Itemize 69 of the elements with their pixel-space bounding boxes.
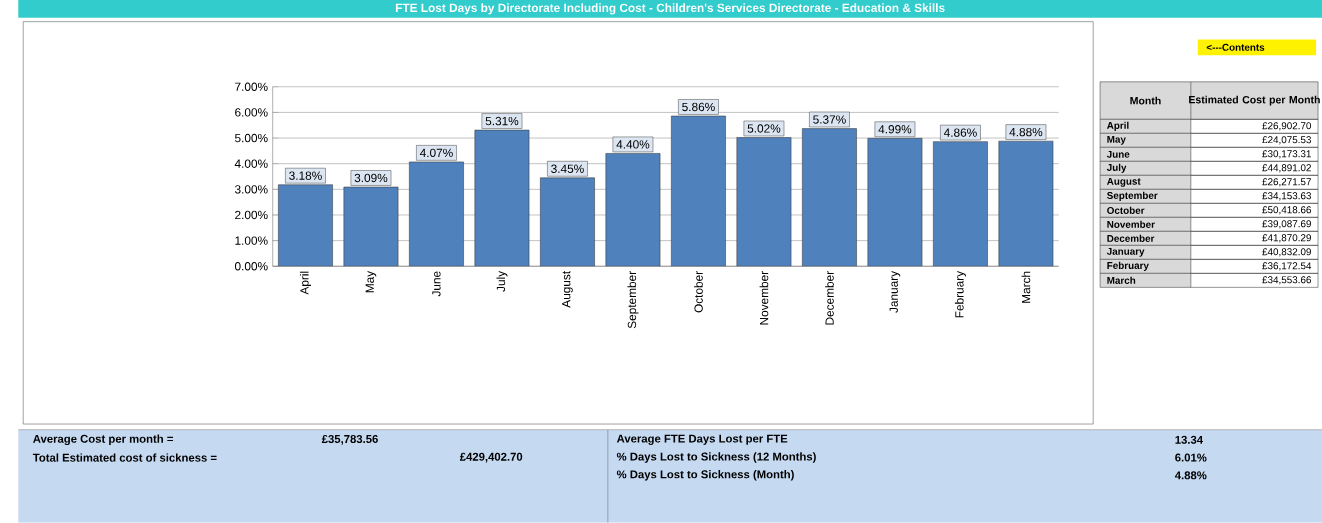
- data-label: 3.45%: [551, 164, 584, 174]
- category-label: September: [1107, 191, 1158, 202]
- y-tick-label: 6.00%: [235, 108, 268, 117]
- text: Month: [1130, 96, 1161, 105]
- y-tick-label: 2.00%: [235, 210, 268, 220]
- x-tick-label: July: [496, 271, 508, 292]
- x-tick-label: December: [825, 271, 834, 325]
- data-label: 5.02%: [747, 124, 781, 133]
- data-label: 4.86%: [943, 128, 977, 137]
- text: £429,402.70: [459, 452, 523, 463]
- x-tick-label: May: [365, 271, 377, 293]
- y-tick-label: 4.00%: [234, 159, 268, 169]
- y-tick-label: 5.00%: [234, 134, 268, 143]
- category-label: June: [1106, 151, 1130, 158]
- y-tick-label: 3.00%: [234, 185, 268, 194]
- x-tick-label: March: [1021, 271, 1031, 303]
- category-label: August: [1106, 178, 1141, 187]
- text: £40,832.09: [1262, 248, 1311, 257]
- text: % Days Lost to Sickness (Month): [616, 470, 794, 481]
- category-label: November: [1107, 220, 1155, 229]
- text: Average FTE Days Lost per FTE: [616, 434, 788, 446]
- data-label: 3.09%: [354, 173, 388, 183]
- category-label: October: [1107, 206, 1145, 215]
- x-tick-label: November: [759, 271, 769, 325]
- text: £24,075.53: [1262, 136, 1311, 145]
- x-tick-label: June: [432, 271, 441, 297]
- text: £34,153.63: [1262, 192, 1311, 201]
- text: £26,902.70: [1262, 122, 1312, 131]
- data-label: 4.40%: [616, 140, 650, 149]
- text: 6.01%: [1175, 453, 1207, 462]
- category-label: December: [1107, 234, 1155, 243]
- text: Average Cost per month =: [33, 434, 173, 446]
- data-label: 4.07%: [419, 148, 453, 158]
- text: £36,172.54: [1262, 262, 1312, 271]
- x-tick-label: September: [627, 271, 639, 329]
- text: £44,891.02: [1262, 164, 1311, 173]
- y-tick-label: 7.00%: [235, 82, 268, 92]
- x-tick-label: August: [562, 271, 573, 308]
- x-tick-label: April: [299, 271, 311, 295]
- text: 13.34: [1175, 435, 1203, 444]
- text: £35,783.56: [321, 435, 378, 445]
- data-label: 4.99%: [878, 125, 912, 134]
- data-label: 5.37%: [813, 115, 846, 124]
- text: Estimated Cost per Month: [1189, 95, 1320, 106]
- data-label: 5.86%: [682, 102, 715, 112]
- y-tick-label: 1.00%: [235, 236, 268, 245]
- text: £30,173.31: [1262, 150, 1311, 159]
- text: £34,553.66: [1262, 276, 1311, 285]
- text: 4.88%: [1174, 471, 1207, 480]
- category-label: July: [1106, 163, 1127, 174]
- y-tick-label: 0.00%: [234, 262, 268, 271]
- data-label: 5.31%: [485, 117, 519, 126]
- text: <---Contents: [1206, 44, 1265, 51]
- text: £50,418.66: [1262, 206, 1311, 215]
- text: % Days Lost to Sickness (12 Months): [616, 452, 816, 464]
- category-label: February: [1107, 261, 1149, 272]
- text: £41,870.29: [1262, 234, 1311, 243]
- category-label: January: [1106, 248, 1145, 257]
- category-label: April: [1106, 121, 1129, 132]
- x-tick-label: January: [889, 271, 901, 313]
- text: £39,087.69: [1262, 220, 1311, 229]
- chart-title: FTE Lost Days by Directorate Including Cost - Children's Services Directorate - Education & Skills: [395, 3, 945, 15]
- text: Total Estimated cost of sickness =: [32, 453, 217, 462]
- data-label: 4.88%: [1009, 128, 1043, 137]
- data-label: 3.18%: [289, 171, 322, 181]
- x-tick-label: October: [694, 271, 703, 313]
- x-tick-label: February: [954, 271, 966, 318]
- text: £26,271.57: [1262, 178, 1311, 187]
- category-label: May: [1107, 136, 1126, 145]
